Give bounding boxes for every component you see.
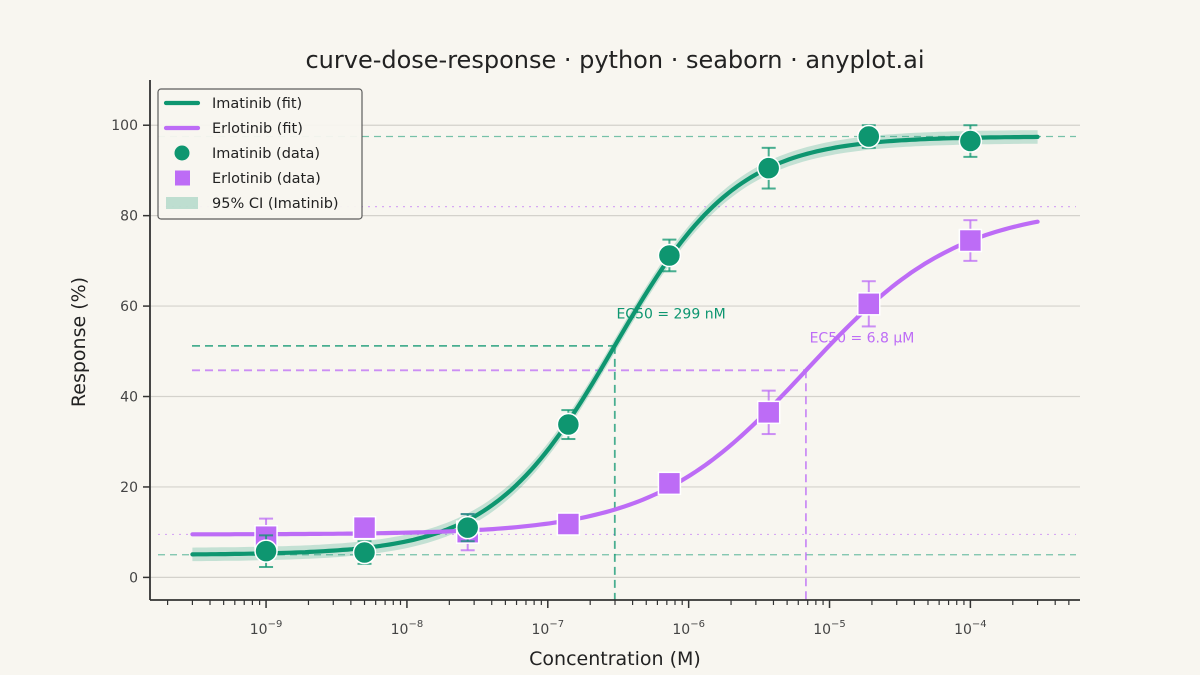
ec50-annotations: EC50 = 299 nM EC50 = 6.8 μM — [616, 307, 914, 347]
legend-label: 95% CI (Imatinib) — [212, 196, 339, 212]
erlotinib-data-point — [352, 515, 377, 540]
x-tick-exponent: −7 — [549, 619, 564, 630]
x-tick-label: 10−9 — [250, 619, 283, 638]
x-tick-label: 10−8 — [391, 619, 424, 638]
x-tick-base: 10 — [672, 622, 690, 638]
x-tick-exponent: −9 — [268, 619, 283, 630]
imatinib-data-point — [756, 156, 781, 180]
y-tick-label: 100 — [111, 118, 138, 134]
y-tick-label: 40 — [120, 390, 138, 406]
imatinib-data-point — [556, 412, 581, 437]
ec50-label-erlotinib: EC50 = 6.8 μM — [810, 330, 915, 346]
x-tick-exponent: −8 — [408, 619, 423, 630]
x-tick-label: 10−5 — [813, 619, 846, 638]
y-tick-label: 80 — [120, 209, 138, 225]
x-tick-label: 10−6 — [672, 619, 705, 638]
fit-curve-imatinib — [190, 134, 1040, 557]
erlotinib-data-point — [756, 400, 781, 425]
data-points — [254, 124, 983, 568]
x-tick-label: 10−4 — [954, 619, 987, 638]
legend-label: Erlotinib (fit) — [212, 121, 303, 137]
x-tick-exponent: −5 — [831, 619, 846, 630]
imatinib-data-point — [857, 124, 881, 149]
legend: Imatinib (fit) Erlotinib (fit) Imatinib (d… — [157, 88, 363, 220]
legend-label: Imatinib (data) — [212, 146, 320, 162]
x-tick-base: 10 — [532, 622, 550, 638]
imatinib-data-point — [958, 129, 983, 153]
imatinib-data-point — [352, 540, 377, 565]
x-axis-label: Concentration (M) — [529, 648, 701, 670]
x-tick-base: 10 — [954, 622, 972, 638]
y-axis-label: Response (%) — [68, 277, 90, 407]
x-tick-label: 10−7 — [532, 619, 565, 638]
imatinib-data-point — [455, 515, 480, 540]
legend-label: Erlotinib (data) — [212, 171, 321, 187]
x-tick-exponent: −4 — [972, 619, 987, 630]
y-tick-label: 0 — [129, 570, 138, 586]
x-tick-base: 10 — [813, 622, 831, 638]
reference-lines — [158, 135, 1076, 600]
erlotinib-data-point — [857, 292, 881, 316]
legend-box — [157, 88, 363, 220]
chart-title: curve-dose-response · python · seaborn ·… — [305, 46, 924, 74]
ec50-label-imatinib: EC50 = 299 nM — [616, 307, 725, 323]
legend-band-swatch — [166, 197, 198, 209]
x-tick-base: 10 — [250, 622, 268, 638]
erlotinib-data-point — [556, 512, 581, 536]
erlotinib-data-point — [657, 471, 682, 496]
fit-curve-erlotinib — [190, 219, 1040, 537]
legend-circle-swatch — [174, 145, 190, 161]
x-tick-exponent: −6 — [690, 619, 705, 630]
y-tick-label: 60 — [120, 299, 138, 315]
imatinib-data-point — [254, 539, 278, 563]
legend-label: Imatinib (fit) — [212, 96, 302, 112]
legend-square-swatch — [175, 170, 190, 186]
fit-curves — [190, 130, 1040, 562]
y-tick-label: 20 — [120, 480, 138, 496]
x-tick-base: 10 — [391, 622, 409, 638]
imatinib-data-point — [657, 243, 682, 268]
erlotinib-data-point — [958, 228, 983, 253]
